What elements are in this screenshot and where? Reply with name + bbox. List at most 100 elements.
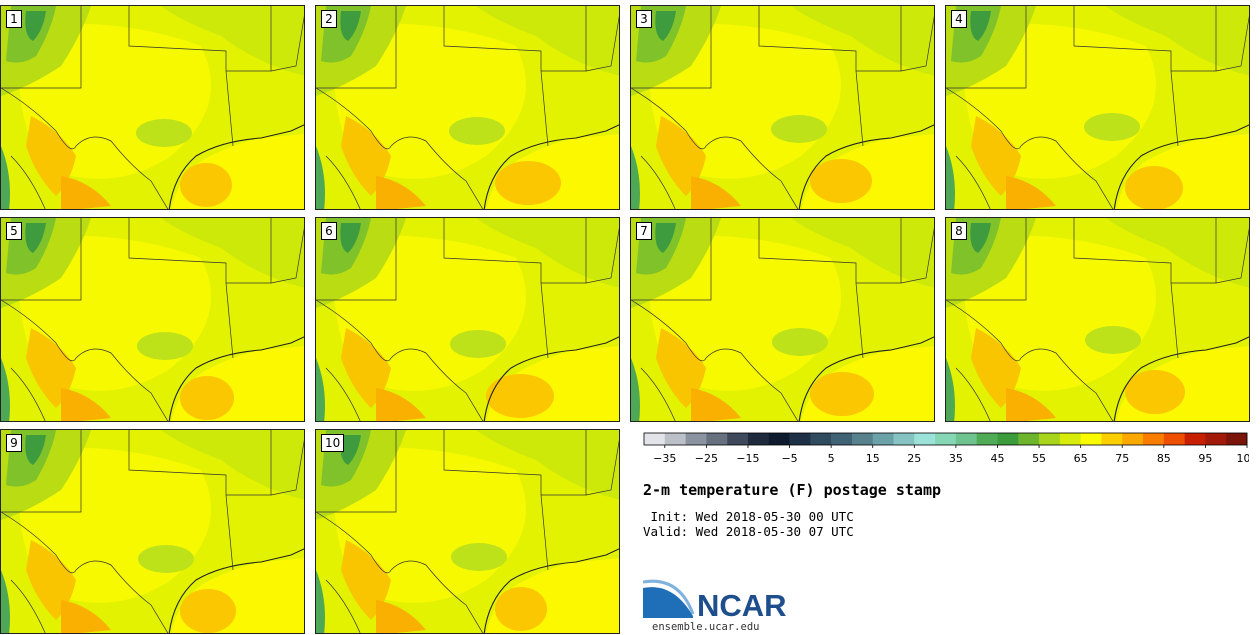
state-border-la	[540, 494, 549, 571]
state-border-ms	[585, 439, 619, 496]
state-border-ok	[758, 218, 857, 283]
postage-stamp-panel: 9	[0, 429, 305, 634]
rio-grande-border	[316, 299, 484, 421]
colorbar-outline	[643, 432, 1248, 446]
terrain-sw	[946, 146, 955, 209]
terrain-sw	[631, 358, 640, 421]
northeast-cool	[161, 430, 304, 500]
warm-patch-west	[341, 540, 391, 620]
terrain-sw	[1, 358, 10, 421]
colorbar-swatch	[976, 433, 998, 445]
warm-patch-west	[341, 328, 391, 408]
gulf-coastline	[483, 124, 619, 209]
member-number-label: 10	[321, 434, 345, 452]
terrain-sw	[1, 146, 10, 209]
website-url: ensemble.ucar.edu	[652, 621, 760, 633]
northeast-cool	[476, 6, 619, 76]
state-border-ms	[1215, 227, 1249, 284]
colorbar-swatch	[1122, 433, 1144, 445]
state-border-ms	[270, 15, 304, 72]
state-border-ok	[443, 6, 542, 71]
colorbar-swatch	[1039, 433, 1061, 445]
terrain-peak	[25, 435, 46, 465]
state-border-ok	[443, 218, 542, 283]
gulf-warm-pool	[810, 372, 874, 416]
warm-patch-west	[971, 116, 1021, 196]
state-border-ms	[585, 227, 619, 284]
state-border-ok	[128, 430, 227, 495]
warm-patch-south	[61, 600, 111, 633]
state-border-ms	[900, 15, 934, 72]
warm-patch-south	[61, 176, 111, 209]
postage-stamp-panel: 5	[0, 217, 305, 422]
colorbar-swatch	[810, 433, 832, 445]
terrain-sw	[316, 570, 325, 633]
valid-time: Valid: Wed 2018-05-30 07 UTC	[643, 524, 854, 539]
state-border-nm	[631, 218, 712, 301]
gulf-coastline	[798, 336, 934, 421]
colorbar-tick-label: −15	[736, 452, 759, 464]
plot-title: 2-m temperature (F) postage stamp	[643, 481, 942, 499]
mexico-state-border	[10, 579, 46, 633]
colorbar-swatch	[644, 433, 666, 445]
state-border-nm	[1, 430, 82, 513]
colorbar-swatch	[914, 433, 936, 445]
central-cool-patch	[1085, 326, 1141, 354]
rio-grande-border	[946, 87, 1114, 209]
warm-patch-south	[691, 388, 741, 421]
state-border-la	[855, 282, 864, 359]
colorbar-swatch	[831, 433, 853, 445]
temperature-map	[946, 6, 1249, 209]
member-number-label: 2	[321, 10, 337, 28]
gulf-warm-pool	[495, 161, 561, 205]
warm-patch-west	[26, 328, 76, 408]
colorbar-swatch	[997, 433, 1019, 445]
colorbar-swatch	[872, 433, 894, 445]
state-border-nm	[946, 6, 1027, 89]
terrain-peak	[25, 223, 46, 253]
state-border-ms	[585, 15, 619, 72]
central-cool-patch	[451, 543, 507, 571]
member-number-label: 9	[6, 434, 22, 452]
temperature-map	[631, 218, 934, 421]
colorbar-swatch	[955, 433, 977, 445]
warm-patch-west	[341, 116, 391, 196]
member-number-label: 3	[636, 10, 652, 28]
gulf-warm-pool	[495, 587, 547, 631]
state-border-ok	[128, 218, 227, 283]
rio-grande-border	[1, 87, 169, 209]
northeast-cool	[476, 430, 619, 500]
colorbar-tick-label: −25	[695, 452, 718, 464]
warm-patch-south	[61, 388, 111, 421]
colorbar-swatch	[935, 433, 957, 445]
state-border-la	[225, 282, 234, 359]
colorbar-swatch	[1205, 433, 1227, 445]
colorbar-tick-label: 95	[1198, 452, 1212, 464]
state-border-ms	[1215, 15, 1249, 72]
colorbar-swatch	[1184, 433, 1206, 445]
warm-patch-south	[376, 600, 426, 633]
state-border-la	[540, 282, 549, 359]
postage-stamp-panel: 6	[315, 217, 620, 422]
terrain-sw	[946, 358, 955, 421]
central-cool-patch	[449, 117, 505, 145]
colorbar-swatch	[685, 433, 707, 445]
gulf-warm-pool	[486, 374, 554, 418]
gulf-coastline	[1113, 336, 1249, 421]
colorbar-tick-label: 25	[907, 452, 921, 464]
ncar-logo-text: NCAR	[697, 588, 787, 622]
gulf-warm-pool	[180, 376, 234, 420]
state-border-ms	[270, 439, 304, 496]
northeast-cool	[161, 218, 304, 288]
state-border-la	[1170, 70, 1179, 147]
central-cool-patch	[138, 545, 194, 573]
member-number-label: 6	[321, 222, 337, 240]
gulf-warm-pool	[1125, 166, 1183, 209]
postage-stamp-panel: 2	[315, 5, 620, 210]
terrain-peak	[655, 11, 676, 41]
terrain-peak	[340, 223, 361, 253]
mexico-state-border	[640, 155, 676, 209]
mexico-state-border	[325, 367, 361, 421]
rio-grande-border	[631, 87, 799, 209]
rio-grande-border	[316, 87, 484, 209]
